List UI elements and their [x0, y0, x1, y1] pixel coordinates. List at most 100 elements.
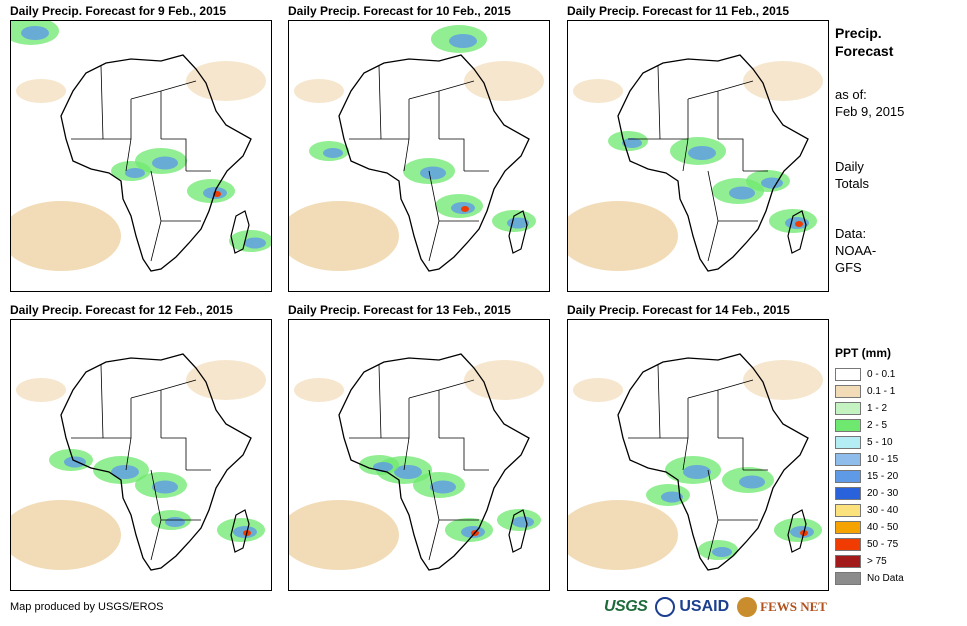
data-source-line1: Data: — [835, 226, 867, 241]
precip-map — [567, 319, 829, 591]
data-source-line3: GFS — [835, 260, 862, 275]
legend-swatch — [835, 521, 861, 534]
sidebar-title-line2: Forecast — [835, 43, 894, 59]
africa-outline — [60, 54, 252, 272]
sidebar-info: Precip. Forecast as of: Feb 9, 2015 Dail… — [835, 24, 960, 276]
precip-area — [394, 465, 422, 479]
precip-area — [21, 26, 49, 40]
madagascar-outline — [230, 210, 250, 254]
map-canvas — [11, 353, 266, 571]
precip-area — [683, 465, 711, 479]
dry-area — [573, 79, 623, 103]
legend-label: > 75 — [867, 556, 887, 567]
legend-swatch — [835, 385, 861, 398]
precip-area — [739, 475, 765, 489]
panel-title: Daily Precip. Forecast for 12 Feb., 2015 — [10, 303, 233, 317]
legend-item: 2 - 5 — [835, 417, 960, 434]
precip-map — [10, 319, 272, 591]
precip-area — [152, 480, 178, 494]
legend-label: 50 - 75 — [867, 539, 899, 550]
madagascar-outline — [230, 509, 250, 553]
legend-item: 0 - 0.1 — [835, 366, 960, 383]
legend-item: 5 - 10 — [835, 434, 960, 451]
legend-label: 15 - 20 — [867, 471, 899, 482]
precip-area — [420, 166, 446, 180]
legend-label: 0 - 0.1 — [867, 369, 896, 380]
precip-map — [567, 20, 829, 292]
dry-area — [294, 79, 344, 103]
legend-item: 40 - 50 — [835, 519, 960, 536]
dry-area — [289, 500, 399, 570]
legend-swatch — [835, 402, 861, 415]
africa-outline — [617, 54, 809, 272]
legend-label: No Data — [867, 573, 904, 584]
legend-swatch — [835, 572, 861, 585]
panel-title: Daily Precip. Forecast for 14 Feb., 2015 — [567, 303, 790, 317]
precip-area — [512, 516, 534, 528]
country-borders — [71, 65, 211, 262]
legend-swatch — [835, 504, 861, 517]
precip-area — [430, 480, 456, 494]
precip-area — [125, 168, 145, 178]
madagascar-outline — [787, 509, 807, 553]
heavy-precip — [795, 221, 803, 227]
panel-title: Daily Precip. Forecast for 11 Feb., 2015 — [567, 4, 790, 18]
heavy-precip — [461, 206, 469, 212]
africa-outline — [60, 353, 252, 571]
map-canvas — [568, 54, 823, 272]
legend-item: 50 - 75 — [835, 536, 960, 553]
map-canvas — [289, 25, 544, 272]
legend-swatch — [835, 368, 861, 381]
legend-label: 5 - 10 — [867, 437, 893, 448]
dry-area — [568, 500, 678, 570]
data-source-line2: NOAA- — [835, 243, 877, 258]
legend-swatch — [835, 487, 861, 500]
country-borders — [71, 364, 211, 561]
usaid-seal-icon — [655, 597, 676, 617]
fews-net-logo: FEWS NET — [760, 599, 827, 614]
precip-area — [622, 138, 642, 148]
legend-item: 15 - 20 — [835, 468, 960, 485]
dry-area — [743, 61, 823, 101]
legend-item: No Data — [835, 570, 960, 587]
dry-area — [464, 61, 544, 101]
legend-item: 10 - 15 — [835, 451, 960, 468]
dry-area — [11, 201, 121, 271]
country-borders — [349, 65, 489, 262]
map-canvas — [289, 353, 544, 571]
africa-outline — [338, 353, 530, 571]
legend-swatch — [835, 453, 861, 466]
africa-outline — [338, 54, 530, 272]
madagascar-outline — [508, 210, 528, 254]
legend-label: 40 - 50 — [867, 522, 899, 533]
precip-area — [64, 456, 86, 468]
legend-label: 10 - 15 — [867, 454, 899, 465]
legend-label: 20 - 30 — [867, 488, 899, 499]
legend-swatch — [835, 419, 861, 432]
legend-swatch — [835, 470, 861, 483]
map-canvas — [568, 353, 823, 571]
legend-label: 30 - 40 — [867, 505, 899, 516]
precip-map — [288, 319, 550, 591]
precip-area — [712, 547, 732, 557]
legend-rows: 0 - 0.1 0.1 - 1 1 - 2 2 - 5 5 - 10 10 - 15 15 … — [835, 366, 960, 587]
legend-title: PPT (mm) — [835, 346, 892, 360]
legend-item: 30 - 40 — [835, 502, 960, 519]
dry-area — [568, 201, 678, 271]
dry-area — [573, 378, 623, 402]
precip-area — [244, 237, 266, 249]
legend-swatch — [835, 555, 861, 568]
fews-globe-icon — [737, 597, 758, 617]
usgs-logo: USGS — [604, 598, 648, 615]
legend-swatch — [835, 538, 861, 551]
legend-item: 1 - 2 — [835, 400, 960, 417]
precip-map — [288, 20, 550, 292]
legend-item: > 75 — [835, 553, 960, 570]
dry-area — [11, 500, 121, 570]
dry-area — [289, 201, 399, 271]
legend-label: 1 - 2 — [867, 403, 888, 414]
precip-area — [449, 34, 477, 48]
dry-area — [186, 360, 266, 400]
country-borders — [628, 65, 768, 262]
map-credit: Map produced by USGS/EROS — [10, 601, 164, 613]
